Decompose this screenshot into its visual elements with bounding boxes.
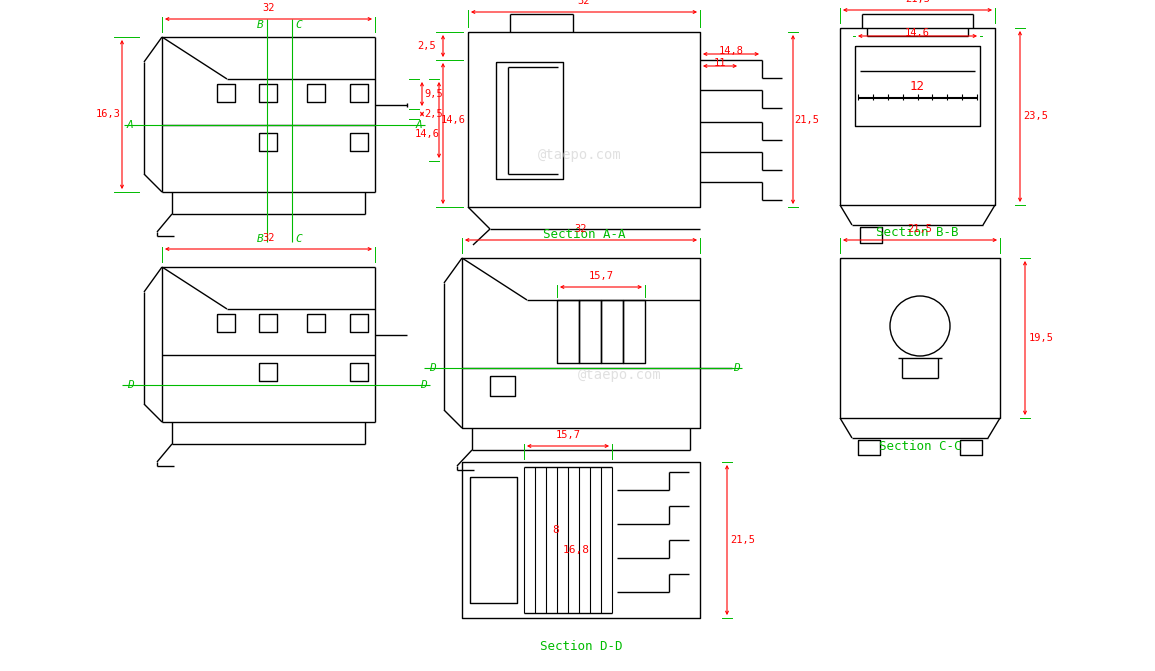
Text: 19,5: 19,5 [1028,333,1053,343]
Text: 16,8: 16,8 [562,545,589,555]
Text: 21,5: 21,5 [795,115,820,125]
Text: C: C [296,20,303,30]
Text: 16,3: 16,3 [96,109,120,119]
Text: Section C-C: Section C-C [879,440,961,452]
Text: A: A [416,120,423,130]
Text: 9,5: 9,5 [425,89,444,99]
Text: D: D [429,363,435,373]
Text: 21,5: 21,5 [730,535,755,545]
Text: D: D [127,380,133,390]
Text: 21,5: 21,5 [908,224,932,234]
Text: 23,5: 23,5 [1023,111,1049,121]
Text: B: B [256,234,263,244]
Text: B: B [256,20,263,30]
Text: 15,7: 15,7 [556,430,581,440]
Text: @taepo.com: @taepo.com [579,368,662,382]
Text: Section D-D: Section D-D [539,639,623,652]
Text: 11: 11 [714,58,726,68]
Text: 32: 32 [578,0,590,6]
Text: D: D [419,380,426,390]
Text: 8: 8 [552,525,559,535]
Text: 14,6: 14,6 [906,28,930,38]
Text: 32: 32 [262,3,275,13]
Text: 14,8: 14,8 [718,46,744,56]
Text: 2,5: 2,5 [418,41,437,51]
Text: 32: 32 [262,233,275,243]
Text: C: C [296,234,303,244]
Text: A: A [127,120,133,130]
Text: D: D [732,363,739,373]
Text: 32: 32 [575,224,587,234]
Text: Section A-A: Section A-A [543,229,625,242]
Text: 14,6: 14,6 [415,129,440,138]
Text: 14,6: 14,6 [440,115,465,125]
Text: 12: 12 [910,79,925,93]
Text: @taepo.com: @taepo.com [538,148,621,162]
Text: 2,5: 2,5 [425,109,444,119]
Text: 21,5: 21,5 [906,0,930,4]
Text: 15,7: 15,7 [589,271,613,281]
Text: Section B-B: Section B-B [877,227,959,240]
